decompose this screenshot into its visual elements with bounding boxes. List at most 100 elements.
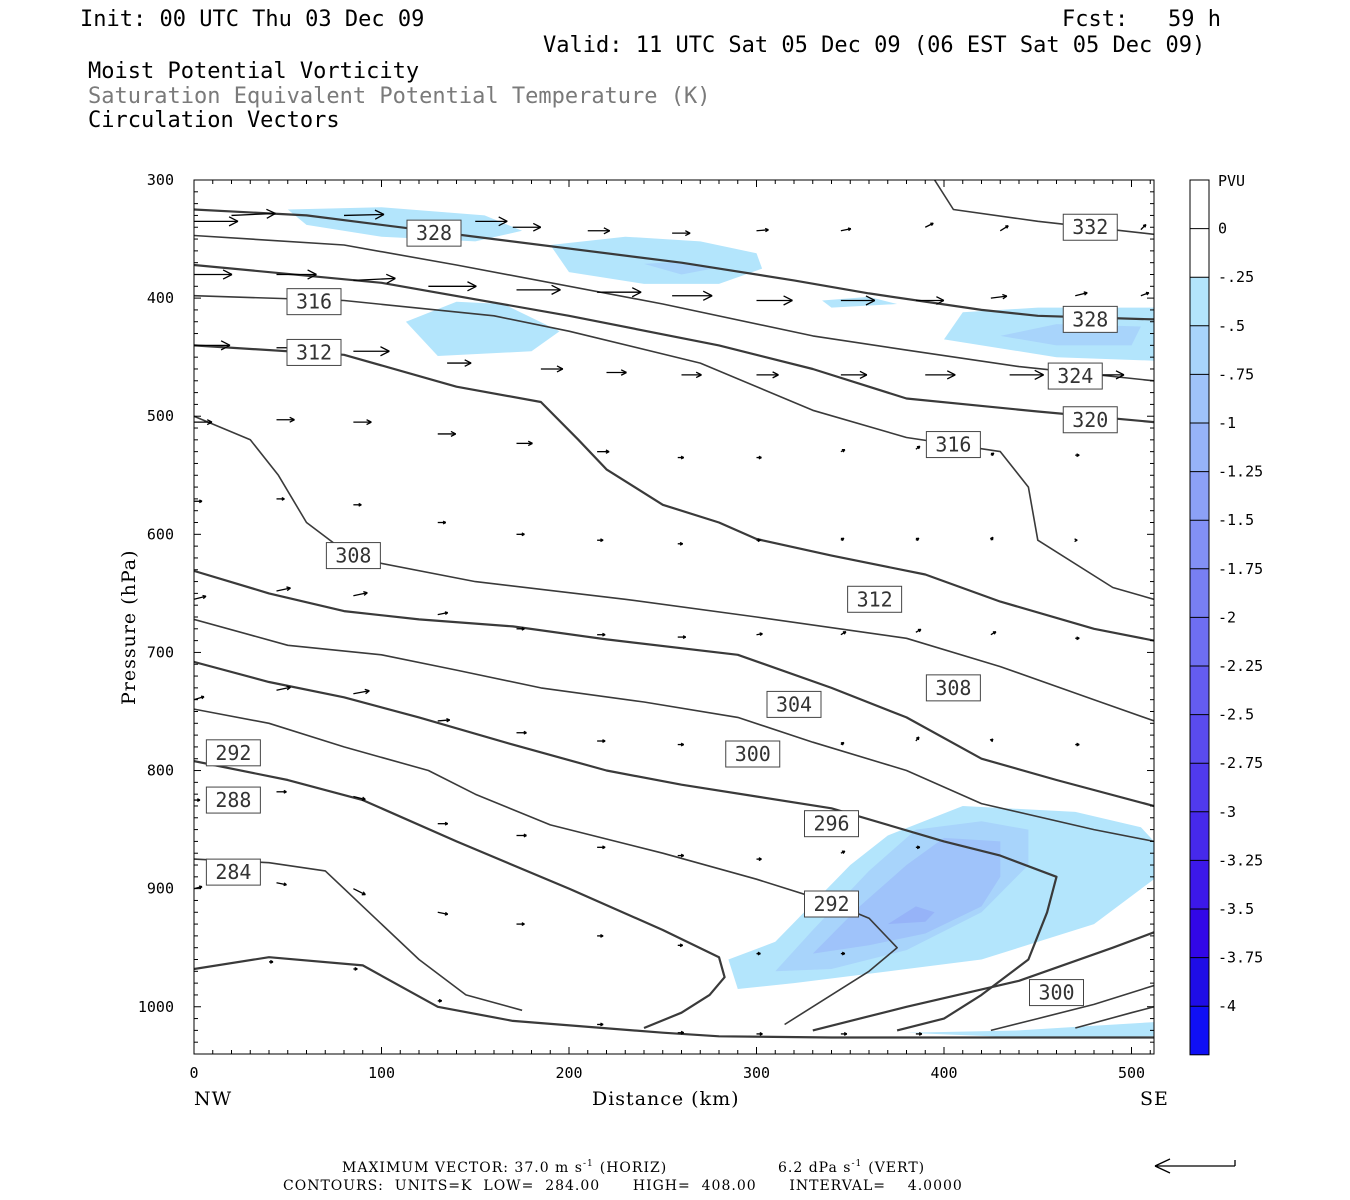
colorbar-label: -3 xyxy=(1218,803,1236,821)
theta-es-contour-288 xyxy=(194,760,726,1030)
circulation-vector xyxy=(194,340,231,351)
x-tick-label: 500 xyxy=(1118,1064,1145,1082)
circulation-vector xyxy=(990,452,995,457)
circulation-vector xyxy=(516,284,561,295)
circulation-vector xyxy=(540,365,564,373)
contour-label-292: 292 xyxy=(804,890,859,918)
circulation-vector xyxy=(677,541,684,546)
circulation-vector xyxy=(677,853,685,858)
circulation-vector xyxy=(840,951,846,956)
colorbar-label: -1.25 xyxy=(1218,463,1263,481)
circulation-vector xyxy=(597,538,604,543)
theta-es-contour-324 xyxy=(194,234,1154,382)
svg-text:316: 316 xyxy=(935,433,971,457)
theta-es-contour-308 xyxy=(1075,1006,1154,1029)
colorbar-label: -2 xyxy=(1218,608,1236,626)
pv-shading-layer xyxy=(287,207,1154,1038)
contour-info: CONTOURS: UNITS=K LOW= 284.00 HIGH= 408.… xyxy=(283,1178,963,1194)
circulation-vector xyxy=(353,419,372,426)
colorbar-segment xyxy=(1190,423,1209,472)
colorbar-segment xyxy=(1190,228,1209,278)
circulation-vector xyxy=(437,430,457,437)
valid-time: Valid: 11 UTC Sat 05 Dec 09 (06 EST Sat … xyxy=(543,33,1205,58)
contour-label-312: 312 xyxy=(847,585,903,613)
circulation-vector xyxy=(437,821,449,826)
circulation-vector xyxy=(990,293,1008,300)
circulation-vector xyxy=(1075,453,1080,458)
circulation-vector xyxy=(437,611,449,616)
circulation-vector xyxy=(756,371,779,379)
circulation-vector xyxy=(194,269,233,280)
svg-text:312: 312 xyxy=(296,340,332,364)
y-tick-label: 300 xyxy=(147,171,174,189)
circulation-vector xyxy=(269,959,274,964)
circulation-vector xyxy=(677,742,685,747)
svg-text:324: 324 xyxy=(1057,364,1093,388)
field-title-mpv: Moist Potential Vorticity xyxy=(88,59,419,84)
circulation-vector xyxy=(276,685,291,691)
circulation-vector xyxy=(915,537,920,542)
contour-label-288: 288 xyxy=(205,786,261,814)
contour-labels: 328 316 312 332 328 324 320 316 308 312 308 304 300 2… xyxy=(205,213,1118,1007)
circulation-vector xyxy=(756,1031,763,1036)
circulation-vector xyxy=(1074,538,1078,543)
circulation-vector xyxy=(597,632,606,637)
circulation-vector xyxy=(840,631,847,636)
x-axis-label: Distance (km) xyxy=(592,1088,740,1110)
circulation-vector xyxy=(756,951,761,956)
circulation-vector xyxy=(276,416,295,423)
circulation-vector xyxy=(353,688,370,695)
svg-text:328: 328 xyxy=(416,221,452,245)
colorbar-segment xyxy=(1190,520,1209,569)
circulation-vector xyxy=(915,736,920,742)
field-title-theta-es: Saturation Equivalent Potential Temperat… xyxy=(88,84,711,109)
circulation-vector xyxy=(924,222,934,228)
circulation-vector xyxy=(915,628,922,633)
reference-vector-arrow xyxy=(1154,1158,1236,1174)
y-tick-label: 500 xyxy=(147,407,174,425)
colorbar-segment xyxy=(1190,617,1209,666)
init-time: Init: 00 UTC Thu 03 Dec 09 xyxy=(80,7,424,32)
colorbar-segment xyxy=(1190,714,1209,764)
contour-label-300: 300 xyxy=(725,740,781,768)
colorbar-label: -4 xyxy=(1218,997,1236,1015)
colorbar-segment xyxy=(1190,763,1209,812)
colorbar-label: -.75 xyxy=(1218,365,1254,383)
circulation-vector xyxy=(447,359,472,367)
circulation-vector xyxy=(437,520,447,525)
circulation-vector xyxy=(353,795,366,801)
circulation-vector xyxy=(194,594,207,600)
colorbar-segment xyxy=(1190,860,1209,909)
circulation-vector xyxy=(194,499,203,504)
contour-label-320: 320 xyxy=(1062,406,1118,434)
circulation-vector xyxy=(353,346,390,357)
circulation-vector xyxy=(353,591,368,597)
circulation-vector xyxy=(437,998,443,1003)
circulation-vector xyxy=(597,845,606,850)
circulation-vector xyxy=(437,911,449,916)
theta-es-contour-284 xyxy=(194,858,523,1012)
svg-text:292: 292 xyxy=(215,741,251,765)
contour-label-292: 292 xyxy=(205,739,261,767)
y-tick-label: 800 xyxy=(147,762,174,780)
circulation-vector xyxy=(597,449,610,454)
circulation-vector xyxy=(756,857,762,862)
contour-label-284: 284 xyxy=(205,858,261,886)
colorbar-label: -1 xyxy=(1218,414,1236,432)
contour-label-332: 332 xyxy=(1062,213,1118,241)
max-vector-vert: 6.2 dPa s-1 (VERT) xyxy=(778,1159,925,1176)
colorbar-segment xyxy=(1190,471,1209,521)
circulation-vector xyxy=(194,216,239,227)
theta-es-contour-328 xyxy=(194,208,1154,321)
circulation-vectors xyxy=(194,208,1150,1036)
circulation-vector xyxy=(756,632,763,637)
circulation-vector xyxy=(840,850,846,855)
svg-text:284: 284 xyxy=(215,860,251,884)
contour-label-308: 308 xyxy=(925,674,981,702)
circulation-vector xyxy=(276,586,291,592)
theta-es-contour-320 xyxy=(194,263,1154,424)
circulation-vector xyxy=(840,1031,848,1036)
theta-es-contour-280 xyxy=(194,956,1154,1039)
circulation-vector xyxy=(999,225,1009,232)
theta-es-contour-300 xyxy=(990,984,1154,1032)
